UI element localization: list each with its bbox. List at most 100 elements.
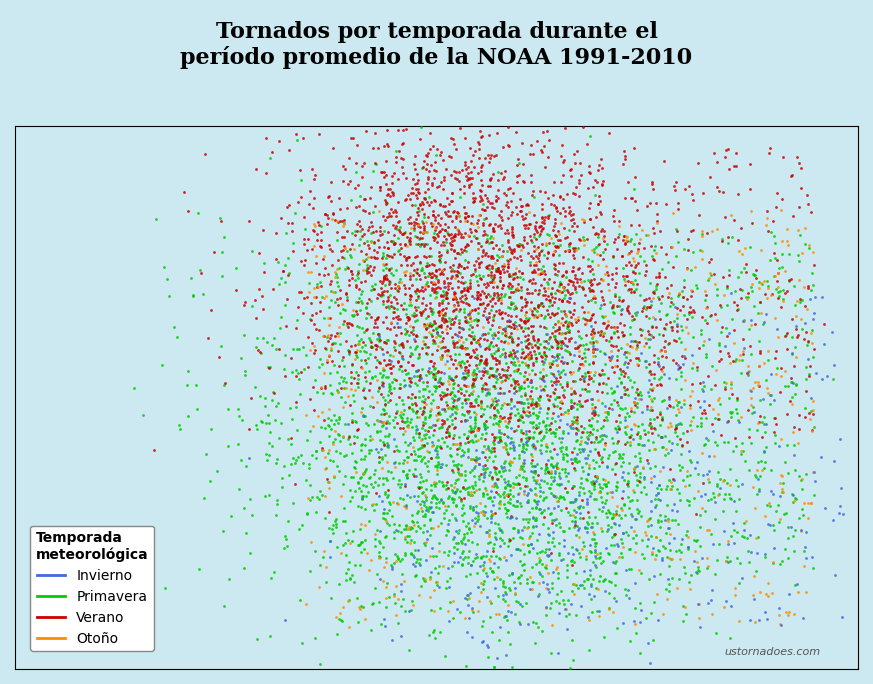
- Point: [554, 328, 568, 339]
- Point: [591, 199, 605, 210]
- Point: [403, 270, 417, 281]
- Point: [434, 627, 448, 638]
- Point: [719, 596, 733, 607]
- Point: [369, 355, 383, 366]
- Point: [623, 193, 637, 204]
- Point: [551, 568, 565, 579]
- Point: [485, 627, 498, 637]
- Point: [366, 328, 380, 339]
- Point: [506, 441, 520, 452]
- Point: [638, 428, 652, 439]
- Point: [567, 157, 581, 168]
- Point: [301, 278, 315, 289]
- Point: [526, 302, 540, 313]
- Point: [373, 456, 387, 467]
- Point: [511, 407, 525, 418]
- Point: [526, 346, 540, 357]
- Point: [534, 374, 548, 385]
- Point: [408, 252, 422, 263]
- Point: [306, 337, 320, 348]
- Point: [464, 490, 478, 501]
- Point: [578, 436, 592, 447]
- Point: [684, 419, 698, 430]
- Point: [716, 506, 730, 517]
- Point: [395, 365, 409, 376]
- Point: [564, 396, 578, 407]
- Point: [410, 231, 424, 242]
- Point: [292, 367, 306, 378]
- Point: [348, 353, 362, 364]
- Point: [581, 527, 595, 538]
- Point: [263, 426, 277, 437]
- Point: [433, 220, 447, 231]
- Point: [500, 505, 514, 516]
- Point: [376, 265, 390, 276]
- Point: [354, 276, 368, 287]
- Point: [583, 446, 597, 457]
- Point: [624, 259, 638, 270]
- Point: [528, 443, 542, 454]
- Point: [805, 393, 819, 404]
- Point: [512, 266, 526, 277]
- Point: [464, 223, 478, 234]
- Point: [332, 430, 346, 440]
- Point: [535, 625, 549, 636]
- Point: [674, 383, 688, 394]
- Point: [469, 304, 483, 315]
- Point: [630, 384, 644, 395]
- Point: [564, 369, 578, 380]
- Point: [458, 571, 472, 582]
- Point: [482, 371, 496, 382]
- Point: [249, 164, 263, 175]
- Point: [302, 198, 316, 209]
- Point: [450, 400, 464, 411]
- Point: [354, 494, 368, 505]
- Point: [572, 456, 586, 466]
- Point: [799, 586, 813, 597]
- Point: [501, 281, 515, 292]
- Point: [430, 440, 444, 451]
- Point: [593, 369, 607, 380]
- Point: [419, 492, 433, 503]
- Point: [588, 343, 601, 354]
- Point: [471, 513, 485, 524]
- Point: [479, 527, 493, 538]
- Point: [462, 231, 476, 242]
- Point: [371, 416, 385, 427]
- Point: [673, 361, 687, 372]
- Point: [418, 412, 432, 423]
- Point: [491, 465, 505, 476]
- Point: [618, 421, 632, 432]
- Point: [533, 554, 546, 565]
- Point: [462, 179, 476, 190]
- Point: [494, 168, 508, 179]
- Point: [518, 222, 532, 233]
- Point: [502, 291, 516, 302]
- Point: [655, 441, 669, 452]
- Point: [612, 519, 626, 530]
- Point: [515, 601, 529, 611]
- Point: [478, 404, 491, 415]
- Point: [540, 462, 553, 473]
- Point: [474, 578, 488, 589]
- Point: [577, 347, 591, 358]
- Point: [443, 582, 457, 593]
- Point: [375, 364, 389, 375]
- Point: [467, 330, 481, 341]
- Point: [364, 478, 378, 489]
- Point: [485, 304, 498, 315]
- Point: [471, 400, 485, 411]
- Point: [771, 331, 785, 342]
- Point: [478, 420, 492, 431]
- Point: [638, 294, 652, 305]
- Point: [454, 384, 468, 395]
- Point: [724, 494, 738, 505]
- Point: [429, 577, 443, 588]
- Point: [439, 390, 453, 401]
- Point: [376, 250, 390, 261]
- Point: [479, 368, 493, 379]
- Point: [381, 183, 395, 194]
- Point: [526, 240, 540, 251]
- Point: [644, 428, 658, 439]
- Point: [528, 267, 542, 278]
